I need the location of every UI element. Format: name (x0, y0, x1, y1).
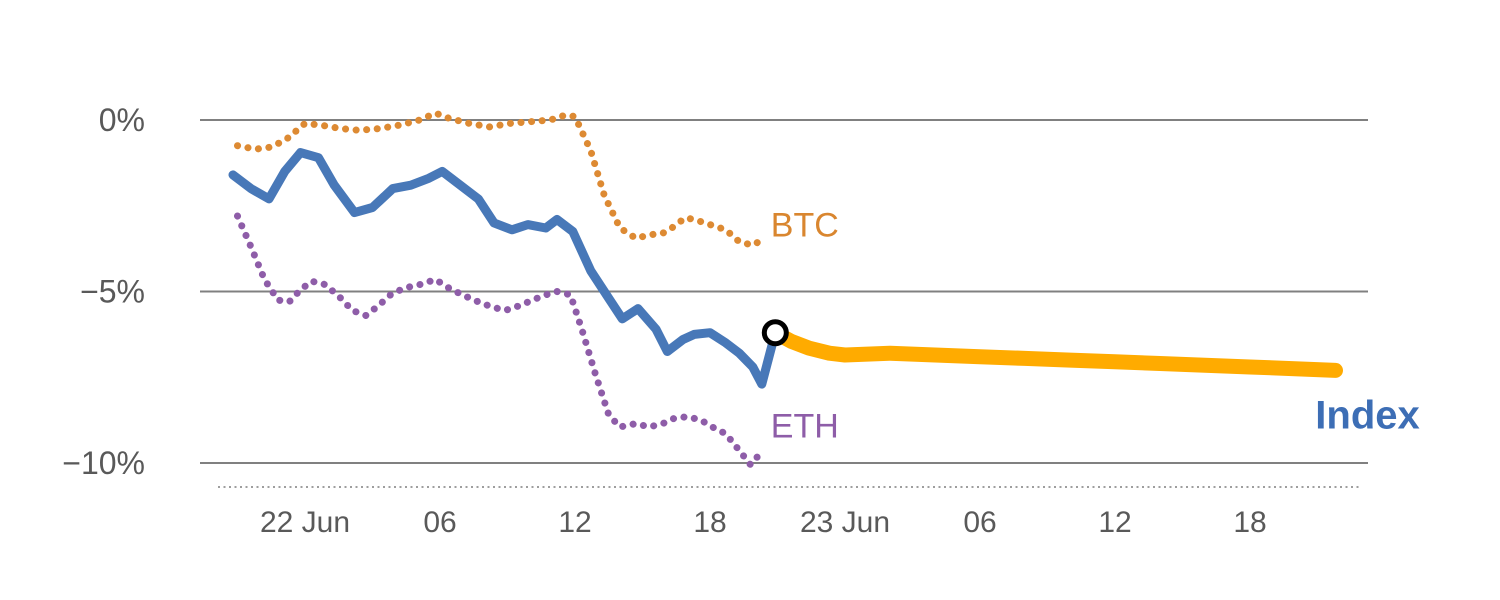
series-label-btc: BTC (771, 207, 839, 245)
series-label-eth: ETH (771, 407, 839, 445)
y-tick-label-−10: −10% (62, 445, 145, 481)
series-line-eth (234, 212, 763, 469)
x-tick-label-06: 06 (963, 506, 996, 539)
x-tick-label-06: 06 (423, 506, 456, 539)
x-tick-label-18: 18 (693, 506, 726, 539)
marker-current-point (761, 319, 789, 347)
y-tick-label-0: 0% (99, 102, 145, 138)
x-tick-label-12: 12 (558, 506, 591, 539)
series-line-index-projection (767, 325, 1343, 378)
x-tick-label-22-jun: 22 Jun (260, 506, 350, 539)
x-tick-label-12: 12 (1098, 506, 1131, 539)
series-line-index (228, 148, 780, 389)
x-tick-label-18: 18 (1233, 506, 1266, 539)
series-line-btc (234, 109, 766, 249)
series-label-index: Index (1315, 394, 1419, 438)
x-tick-label-23-jun: 23 Jun (800, 506, 890, 539)
y-tick-label-−5: −5% (80, 274, 145, 310)
